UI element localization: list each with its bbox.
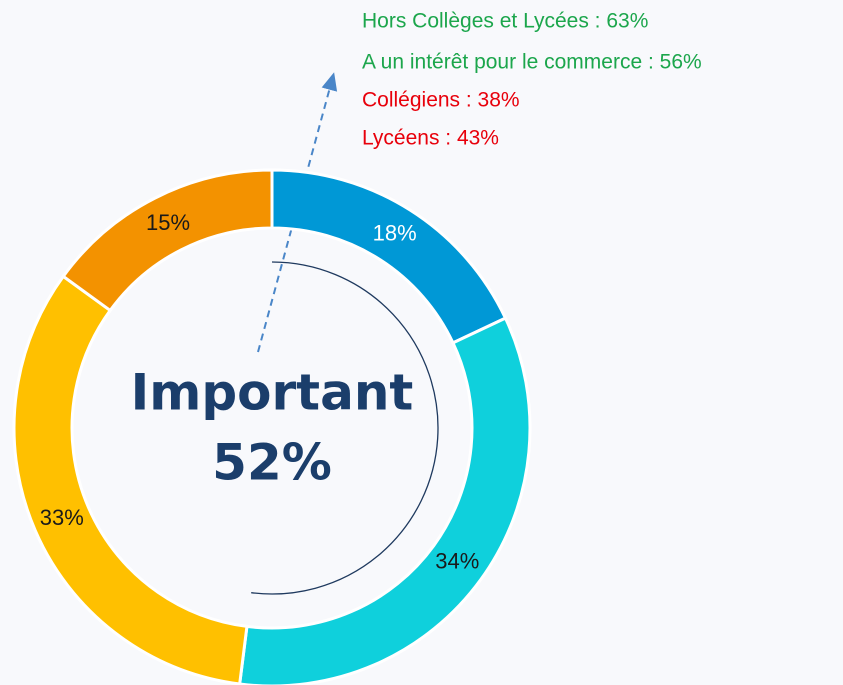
value-label: 15% bbox=[146, 210, 190, 235]
annotation: Hors Collèges et Lycées : 63% bbox=[362, 10, 648, 33]
value-label: 18% bbox=[373, 220, 417, 245]
annotation: Collégiens : 38% bbox=[362, 89, 520, 112]
donut-segment bbox=[270, 168, 508, 345]
progress-arc bbox=[251, 261, 439, 595]
center-title: Important bbox=[131, 364, 414, 422]
annotation: Lycéens : 43% bbox=[362, 127, 499, 150]
value-label: 33% bbox=[40, 505, 84, 530]
value-label: 34% bbox=[435, 548, 479, 573]
arrow bbox=[257, 72, 338, 353]
center-value: 52% bbox=[212, 434, 332, 492]
annotation: A un intérêt pour le commerce : 56% bbox=[362, 51, 702, 74]
donut-segment bbox=[61, 168, 274, 313]
